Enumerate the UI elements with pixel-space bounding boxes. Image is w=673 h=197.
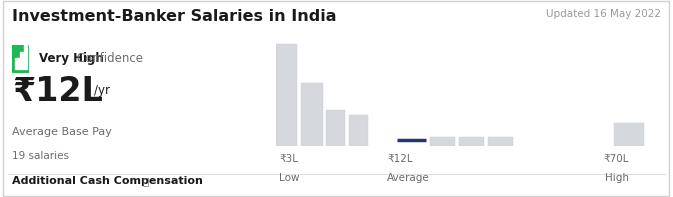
- Text: Average Base Pay: Average Base Pay: [12, 127, 112, 137]
- Text: Updated 16 May 2022: Updated 16 May 2022: [546, 9, 661, 19]
- Text: ₹3L: ₹3L: [279, 154, 298, 164]
- Bar: [20, 52, 23, 69]
- Text: Confidence: Confidence: [73, 52, 143, 65]
- Text: /yr: /yr: [94, 84, 110, 97]
- Bar: [614, 124, 643, 146]
- Text: Investment-Banker Salaries in India: Investment-Banker Salaries in India: [12, 9, 336, 24]
- Bar: [302, 83, 322, 146]
- Bar: [276, 45, 297, 146]
- Bar: [488, 137, 513, 146]
- FancyBboxPatch shape: [10, 43, 30, 76]
- Bar: [459, 137, 484, 146]
- Text: ⓘ: ⓘ: [143, 176, 149, 186]
- Text: 19 salaries: 19 salaries: [12, 151, 69, 161]
- Text: Low: Low: [279, 173, 299, 183]
- Text: Very High: Very High: [39, 52, 104, 65]
- Bar: [24, 45, 27, 69]
- Bar: [326, 110, 345, 146]
- Text: ₹12L: ₹12L: [387, 154, 413, 164]
- Text: High: High: [605, 173, 629, 183]
- Text: ₹12L: ₹12L: [12, 75, 103, 108]
- Text: ₹70L: ₹70L: [604, 154, 629, 164]
- Bar: [15, 58, 19, 69]
- Bar: [429, 137, 455, 146]
- Bar: [349, 115, 367, 146]
- Text: Average: Average: [387, 173, 430, 183]
- Text: Additional Cash Compensation: Additional Cash Compensation: [12, 176, 203, 186]
